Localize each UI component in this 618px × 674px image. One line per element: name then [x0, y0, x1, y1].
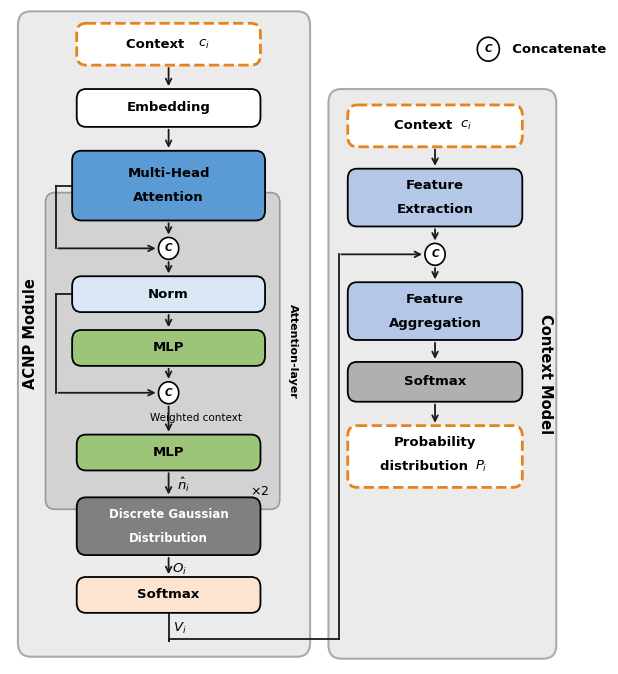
Text: Softmax: Softmax [404, 375, 466, 388]
Text: Multi-Head: Multi-Head [127, 167, 210, 180]
Text: Aggregation: Aggregation [389, 317, 481, 330]
FancyBboxPatch shape [348, 282, 522, 340]
FancyBboxPatch shape [328, 89, 556, 658]
Text: Attention-layer: Attention-layer [287, 303, 298, 398]
Text: Probability: Probability [394, 436, 476, 449]
Circle shape [158, 237, 179, 259]
Text: $\hat{n}_i$: $\hat{n}_i$ [177, 475, 190, 493]
FancyBboxPatch shape [18, 11, 310, 656]
Text: Concatenate: Concatenate [503, 42, 606, 56]
Text: Norm: Norm [148, 288, 189, 301]
Text: ACNP Module: ACNP Module [23, 278, 38, 390]
Text: $P_i$: $P_i$ [475, 459, 487, 474]
FancyBboxPatch shape [46, 193, 280, 510]
Text: C: C [165, 388, 172, 398]
Text: Embedding: Embedding [127, 102, 211, 115]
Text: Distribution: Distribution [129, 532, 208, 545]
Text: MLP: MLP [153, 342, 184, 355]
Text: MLP: MLP [153, 446, 184, 459]
Text: C: C [431, 249, 439, 259]
Text: $V_i$: $V_i$ [173, 621, 187, 636]
FancyBboxPatch shape [77, 577, 260, 613]
FancyBboxPatch shape [348, 168, 522, 226]
Text: Context: Context [394, 119, 457, 132]
Circle shape [477, 37, 499, 61]
FancyBboxPatch shape [77, 497, 260, 555]
Text: $O_i$: $O_i$ [172, 561, 187, 576]
Circle shape [158, 381, 179, 404]
FancyBboxPatch shape [77, 24, 260, 65]
Text: $c_i$: $c_i$ [460, 119, 472, 132]
Text: Attention: Attention [133, 191, 204, 204]
FancyBboxPatch shape [348, 362, 522, 402]
FancyBboxPatch shape [77, 435, 260, 470]
Text: Weighted context: Weighted context [150, 412, 242, 423]
Text: C: C [165, 243, 172, 253]
Text: $c_i$: $c_i$ [198, 38, 210, 51]
FancyBboxPatch shape [348, 426, 522, 487]
FancyBboxPatch shape [77, 89, 260, 127]
FancyBboxPatch shape [72, 330, 265, 366]
Text: Feature: Feature [406, 179, 464, 192]
Text: distribution: distribution [379, 460, 472, 473]
Text: $\times 2$: $\times 2$ [250, 485, 269, 498]
Text: Softmax: Softmax [137, 588, 200, 601]
Text: C: C [485, 44, 492, 54]
Circle shape [425, 243, 445, 266]
FancyBboxPatch shape [348, 105, 522, 147]
FancyBboxPatch shape [72, 276, 265, 312]
Text: Context: Context [126, 38, 189, 51]
Text: Context Model: Context Model [538, 314, 552, 434]
Text: Extraction: Extraction [397, 203, 473, 216]
Text: Discrete Gaussian: Discrete Gaussian [109, 508, 229, 521]
Text: Feature: Feature [406, 293, 464, 305]
FancyBboxPatch shape [72, 151, 265, 220]
